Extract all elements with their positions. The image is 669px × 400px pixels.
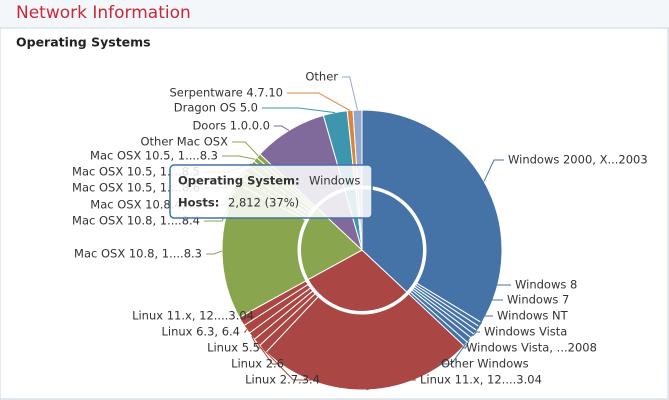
leader-line (262, 107, 336, 114)
slice-label: Linux 11.x, 12....3.04 (420, 373, 542, 387)
slice-label: Linux 6.3, 6.4 (161, 325, 240, 339)
leader-line (474, 315, 493, 333)
outer-slice (361, 109, 503, 324)
leader-line (222, 155, 256, 160)
leader-line (483, 159, 504, 182)
chart-title: Operating Systems (16, 35, 151, 50)
slice-label: Other Mac OSX (141, 135, 229, 149)
leader-line (206, 250, 223, 255)
tooltip-key: Hosts: (178, 196, 219, 210)
leader-line (244, 329, 248, 333)
slice-label: Mac OSX 10.8, 1....8.3 (74, 247, 202, 261)
slice-label: Linux 11.x, 12....3.04 (132, 309, 254, 323)
leader-line (251, 336, 264, 349)
slice-label: Windows 8 (515, 278, 577, 292)
slice-label: Linux 5.5 (207, 341, 260, 355)
slice-label: Mac OSX 10.8, 1....8.4 (72, 214, 200, 228)
tooltip-key: Operating System: (178, 174, 300, 188)
page-title: Network Information (16, 3, 191, 23)
leader-line (241, 315, 258, 322)
slice-label: Serpentware 4.7.10 (169, 86, 283, 100)
slice-label: Linux 2.6 (231, 357, 284, 371)
slice-label: Dragon OS 5.0 (174, 101, 258, 115)
tooltip-box (169, 164, 373, 219)
slice-label: Mac OSX 10.5, 1....8.3 (90, 149, 218, 163)
tooltip: Operating System: Windows Hosts: 2,812 (… (169, 164, 373, 219)
slice-label: Windows 7 (507, 293, 569, 307)
leader-line (287, 92, 351, 111)
slice-label: Other Windows (441, 357, 529, 371)
leader-line (262, 348, 324, 381)
slice-label: Mac OSX 10.5, 1....8.5 (72, 165, 200, 179)
slice-label: Linux 2.7.3.4 (245, 373, 320, 387)
leader-line (256, 342, 288, 365)
slice-label: Windows 2000, X...2003 (508, 153, 648, 167)
leader-line (437, 343, 467, 365)
leader-line (472, 331, 480, 337)
slice-label: Windows Vista (484, 325, 567, 339)
leader-line (342, 76, 358, 111)
slice-label: Doors 1.0.0.0 (192, 119, 270, 133)
leader-line (274, 125, 290, 131)
slice-label: Windows NT (497, 309, 569, 323)
slice-label: Windows Vista, ...2008 (466, 341, 597, 355)
slice-label: Mac OSX 10.5, 1....8.6 (72, 181, 200, 195)
leader-line (366, 379, 416, 391)
leader-line (232, 141, 259, 157)
tooltip-value: 2,812 (37%) (228, 196, 299, 210)
slice-label: Other (305, 70, 338, 84)
tooltip-value: Windows (309, 174, 360, 188)
